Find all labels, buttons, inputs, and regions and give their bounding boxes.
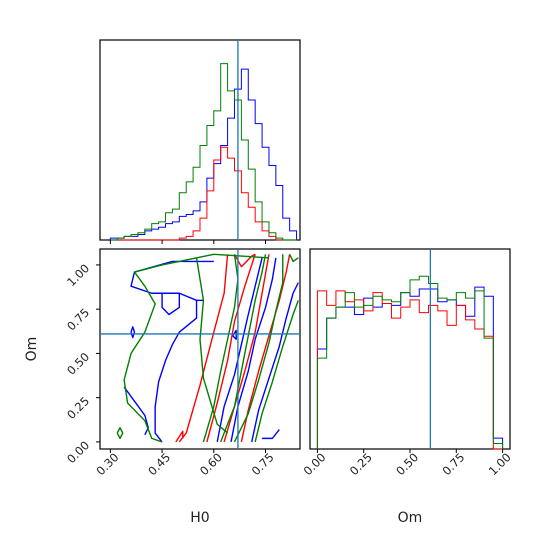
om-hist-x-tick-label: 0.75 <box>439 450 467 478</box>
om-hist-x-tick-label: 0.25 <box>347 450 375 478</box>
scatter-panel: 0.30 0.45 0.60 0.75 0.00 0.25 0.50 0.75 1.00 <box>64 248 301 478</box>
scatter-x-tick-label: 0.60 <box>197 450 225 478</box>
om-hist-x-tick-label: 0.50 <box>393 450 421 478</box>
h0-hist-series <box>109 63 298 241</box>
om-hist-ticks: 0.00 0.25 0.50 0.75 1.00 <box>301 449 514 478</box>
contour-line-red <box>175 430 184 443</box>
contour-line-green <box>220 254 267 443</box>
scatter-frame <box>99 248 301 450</box>
om-hist-series-blue <box>316 286 504 449</box>
contour-line-green <box>123 253 270 443</box>
contour-line-green <box>289 254 299 263</box>
scatter-x-tick-label: 0.75 <box>249 450 277 478</box>
contour-line-blue <box>216 257 263 443</box>
x-axis-label-om: Om <box>398 510 423 526</box>
om-hist-frame <box>309 248 511 450</box>
x-axis-label-h0: H0 <box>190 510 209 526</box>
h0-hist-frame <box>99 39 301 241</box>
om-hist-x-tick-label: 0.00 <box>301 450 329 478</box>
contour-line-blue <box>262 429 280 440</box>
scatter-contours <box>116 253 299 443</box>
scatter-x-tick-label: 0.30 <box>94 450 122 478</box>
contour-line-blue <box>251 282 299 443</box>
contour-line-blue <box>130 260 214 443</box>
scatter-y-tick-label: 0.00 <box>64 438 92 466</box>
h0-hist-ticks <box>109 240 267 244</box>
y-axis-label-om: Om <box>24 337 40 362</box>
scatter-y-tick-label: 1.00 <box>64 261 92 289</box>
contour-line-blue <box>130 326 136 339</box>
scatter-y-tick-label: 0.50 <box>64 350 92 378</box>
contour-line-red <box>206 254 256 443</box>
contour-line-red <box>240 254 291 443</box>
om-hist-series <box>316 275 504 450</box>
contour-line-green <box>233 254 284 443</box>
om-hist-series-green <box>316 275 504 449</box>
h0-hist-series-green <box>110 63 297 241</box>
h0-hist-series-blue <box>109 68 298 240</box>
scatter-x-tick-label: 0.45 <box>145 450 173 478</box>
contour-line-blue <box>232 329 237 340</box>
h0-hist-panel <box>99 39 301 244</box>
scatter-y-tick-label: 0.25 <box>64 394 92 422</box>
scatter-y-tick-label: 0.75 <box>64 305 92 333</box>
contour-line-red <box>178 254 229 443</box>
contour-line-green <box>254 300 299 443</box>
om-hist-panel: 0.00 0.25 0.50 0.75 1.00 <box>301 248 514 478</box>
h0-hist-series-red <box>110 146 297 241</box>
contour-line-blue <box>123 386 149 436</box>
contour-line-green <box>195 257 229 434</box>
contour-line-blue <box>161 292 181 316</box>
om-hist-x-tick-label: 1.00 <box>486 450 514 478</box>
contour-line-green <box>116 427 124 440</box>
